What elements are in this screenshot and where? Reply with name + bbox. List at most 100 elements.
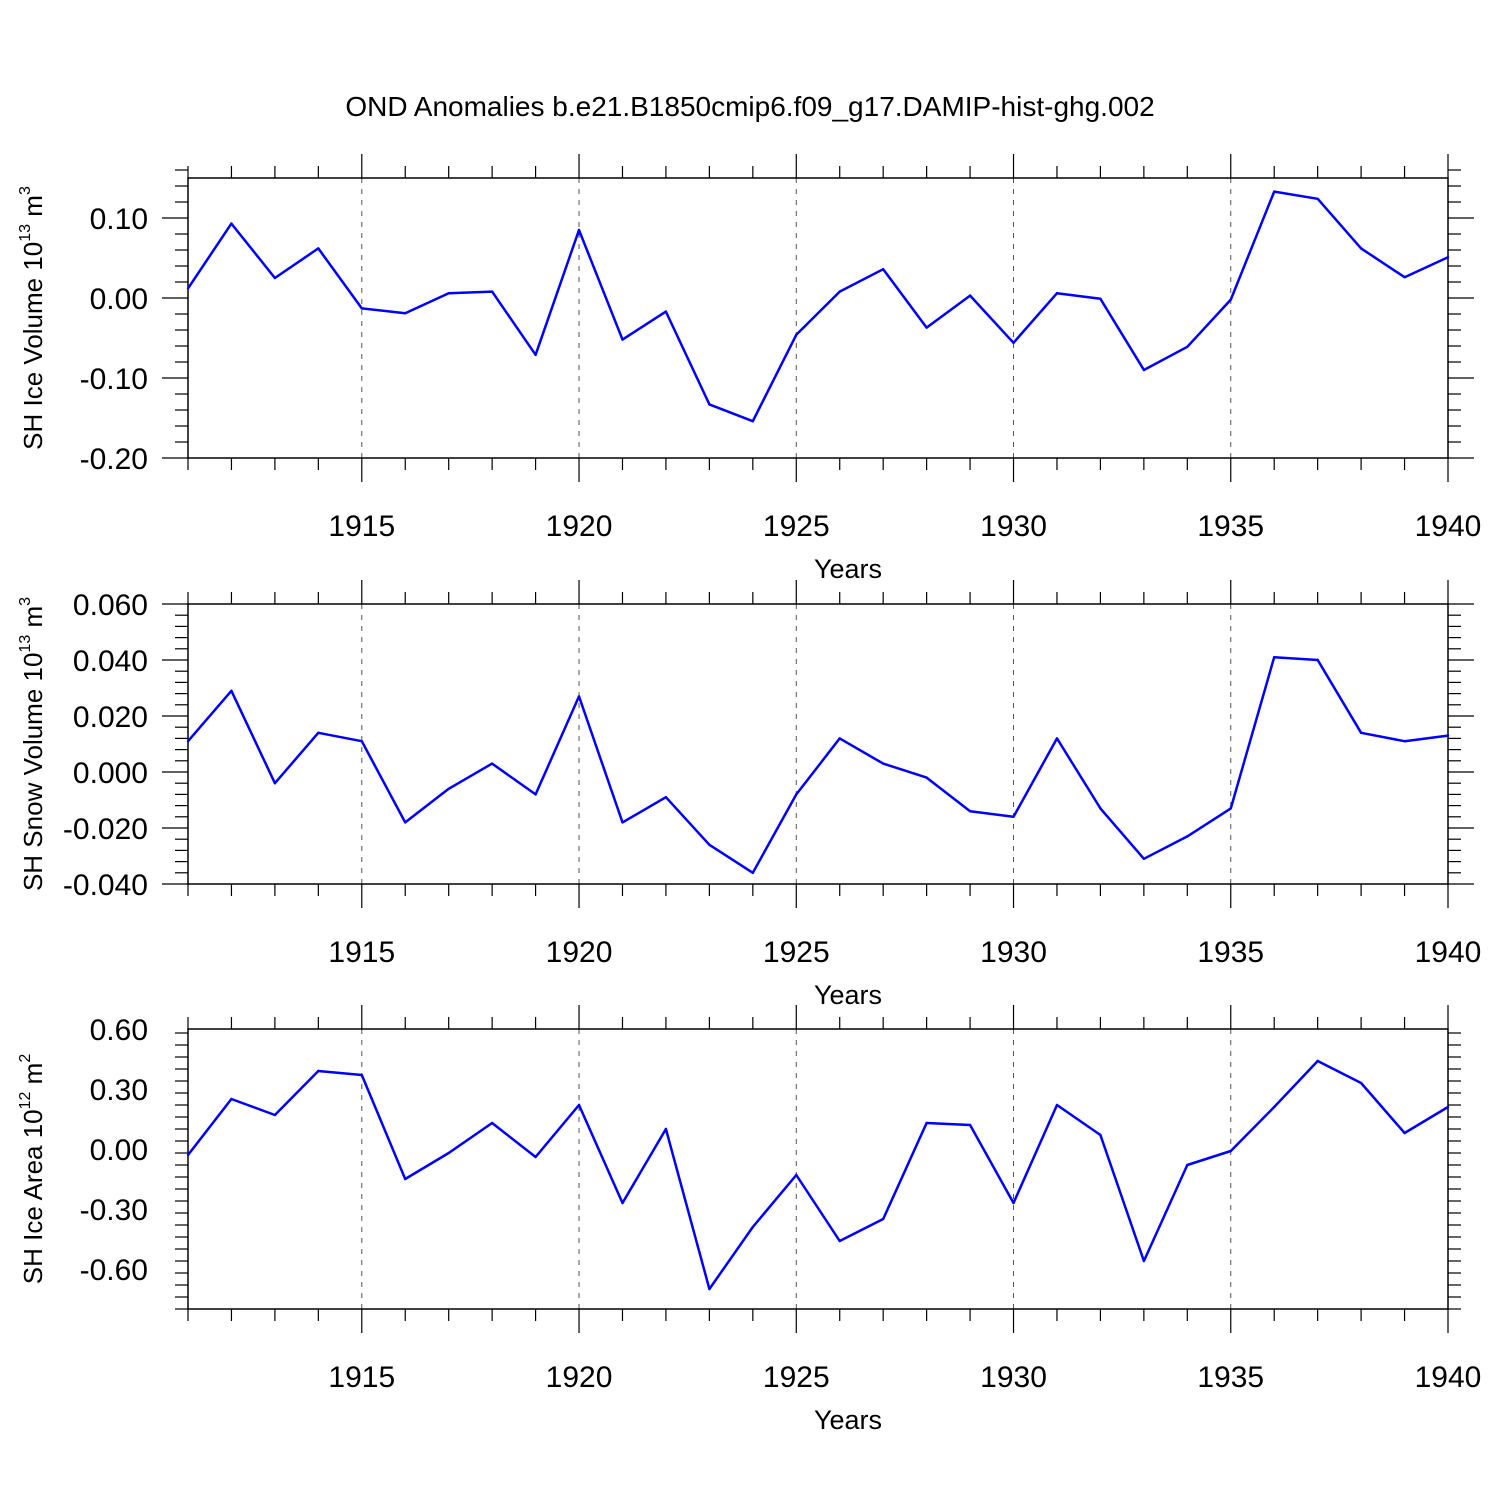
y-tick-label: -0.10: [80, 363, 148, 396]
data-point: [1142, 368, 1146, 372]
data-point: [447, 1151, 450, 1155]
series-line: [186, 190, 1449, 423]
y-label-unit-exponent: 2: [17, 1054, 34, 1063]
data-point: [1359, 731, 1363, 734]
x-tick-label: 1935: [1197, 1361, 1264, 1394]
data-point: [534, 353, 537, 356]
y-label-unit-exponent: 3: [17, 597, 34, 606]
data-point: [490, 762, 494, 765]
x-tick-label: 1925: [763, 1361, 830, 1394]
data-point: [751, 420, 755, 423]
x-tick-label: 1930: [980, 1361, 1047, 1394]
y-tick-label: 0.00: [90, 1134, 148, 1167]
data-point: [664, 310, 668, 313]
panel-2: -0.040 -0.020 0.000 0.020 0.040 0.060 1915 1920…: [17, 580, 1481, 1010]
x-tick-label: 1915: [328, 510, 395, 543]
data-point: [1273, 190, 1276, 193]
data-point: [1055, 737, 1059, 740]
data-point: [273, 782, 277, 785]
x-axis-label: Years: [814, 1405, 882, 1435]
data-point: [577, 695, 581, 698]
data-point: [1099, 1133, 1102, 1137]
data-point: [577, 228, 581, 232]
y-tick-label: 0.00: [90, 283, 148, 316]
data-point: [881, 1217, 885, 1221]
y-label-exponent: 13: [17, 635, 34, 653]
data-point: [1012, 1201, 1015, 1205]
data-point: [360, 1073, 363, 1077]
data-point: [273, 276, 277, 280]
y-tick-label: -0.040: [63, 869, 148, 902]
y-axis-label: SH Snow Volume 1013 m3: [17, 597, 48, 891]
data-point: [534, 1155, 537, 1159]
data-point: [838, 737, 841, 740]
y-label-exponent: 12: [17, 1091, 34, 1109]
chart-title: OND Anomalies b.e21.B1850cmip6.f09_g17.D…: [345, 91, 1154, 122]
y-tick-label: 0.10: [90, 203, 148, 236]
data-point: [751, 871, 755, 874]
data-point: [1229, 807, 1232, 810]
y-axis-label: SH Ice Area 1012 m2: [17, 1054, 48, 1285]
data-point: [230, 1097, 233, 1101]
plot-frame: [187, 1028, 1449, 1310]
data-point: [795, 793, 798, 796]
y-label-unit: m: [18, 1063, 48, 1092]
y-tick-label: 0.000: [73, 757, 148, 790]
data-point: [230, 222, 233, 225]
y-label-unit: m: [18, 195, 48, 224]
data-point: [1186, 345, 1189, 348]
data-point: [1403, 740, 1406, 743]
x-tick-label: 1920: [546, 936, 613, 969]
data-point: [447, 787, 450, 790]
data-point: [968, 1123, 972, 1127]
data-point: [664, 796, 668, 799]
data-point: [360, 740, 363, 743]
x-tick-label: 1925: [763, 936, 830, 969]
data-point: [1403, 276, 1406, 279]
data-point: [838, 1239, 841, 1243]
data-point: [621, 821, 624, 824]
y-label-unit-exponent: 3: [17, 186, 34, 195]
data-point: [968, 810, 972, 813]
x-tick-label: 1925: [763, 510, 830, 543]
data-point: [1273, 1105, 1276, 1109]
y-tick-label: -0.60: [80, 1254, 148, 1287]
data-point: [925, 1121, 928, 1125]
data-point: [751, 1225, 755, 1229]
y-tick-label: 0.020: [73, 701, 148, 734]
y-label-text: SH Ice Area 10: [18, 1109, 48, 1284]
data-point: [1186, 1163, 1189, 1167]
x-tick-label: 1915: [328, 936, 395, 969]
data-point: [708, 843, 711, 846]
data-point: [1446, 256, 1450, 259]
data-point: [664, 1127, 668, 1131]
data-point: [795, 333, 798, 336]
data-point: [708, 1287, 711, 1291]
x-tick-label: 1940: [1415, 510, 1482, 543]
data-point: [1142, 857, 1146, 860]
data-point: [273, 1113, 277, 1117]
y-tick-label: -0.020: [63, 813, 148, 846]
data-point: [1229, 298, 1232, 301]
data-point: [317, 731, 320, 734]
x-tick-label: 1935: [1197, 936, 1264, 969]
data-point: [1446, 1105, 1450, 1109]
x-tick-label: 1930: [980, 510, 1047, 543]
data-point: [1273, 656, 1276, 659]
y-label-text: SH Snow Volume 10: [18, 653, 48, 891]
data-point: [881, 762, 885, 765]
data-point: [360, 307, 363, 310]
y-tick-label: -0.20: [80, 443, 148, 476]
y-label-unit: m: [18, 606, 48, 635]
data-point: [317, 1069, 320, 1073]
x-tick-label: 1920: [546, 510, 613, 543]
y-tick-label: 0.060: [73, 589, 148, 622]
data-point: [1359, 1081, 1363, 1085]
data-point: [230, 689, 233, 692]
series-line: [187, 655, 1449, 875]
x-axis-label: Years: [814, 980, 882, 1010]
data-point: [621, 1201, 624, 1205]
panel-3: -0.60 -0.30 0.00 0.30 0.60 1915 1920 1925 1930 19…: [17, 1005, 1481, 1435]
data-point: [490, 290, 494, 293]
